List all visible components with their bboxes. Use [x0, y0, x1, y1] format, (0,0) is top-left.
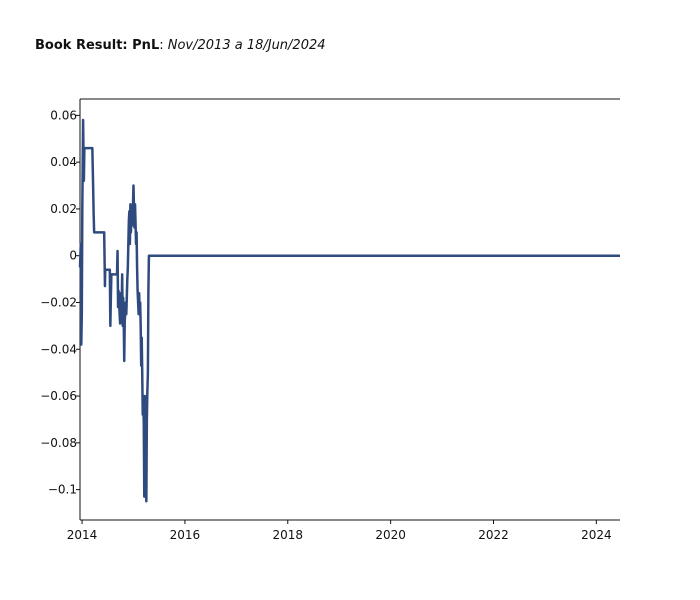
x-tick-label: 2024 — [581, 528, 612, 542]
y-tick-label: −0.04 — [40, 342, 77, 356]
x-tick-label: 2018 — [272, 528, 303, 542]
y-tick-label: 0.04 — [50, 155, 77, 169]
y-axis-ticks: 0.06 0.04 0.02 0 −0.02 −0.04 −0.06 −0.08 −0.1 — [40, 108, 80, 497]
chart-title-separator: : — [159, 38, 168, 53]
pnl-series-line — [78, 118, 620, 503]
x-tick-label: 2022 — [478, 528, 509, 542]
x-tick-label: 2014 — [67, 528, 98, 542]
x-tick-label: 2020 — [375, 528, 406, 542]
y-tick-label: 0 — [69, 249, 77, 263]
y-tick-label: −0.08 — [40, 436, 77, 450]
x-axis-ticks: 2014 2016 2018 2020 2022 2024 — [67, 520, 612, 542]
y-tick-label: 0.06 — [50, 108, 77, 122]
x-tick-label: 2016 — [170, 528, 201, 542]
series-group — [78, 118, 620, 503]
chart-title: Book Result: PnL: Nov/2013 a 18/Jun/2024 — [35, 38, 326, 54]
y-tick-label: −0.06 — [40, 389, 77, 403]
y-tick-label: −0.02 — [40, 295, 77, 309]
chart-subtitle: Nov/2013 a 18/Jun/2024 — [167, 38, 326, 53]
chart-title-main: Book Result: PnL — [35, 38, 160, 53]
y-tick-label: 0.02 — [50, 202, 77, 216]
y-tick-label: −0.1 — [48, 483, 77, 497]
